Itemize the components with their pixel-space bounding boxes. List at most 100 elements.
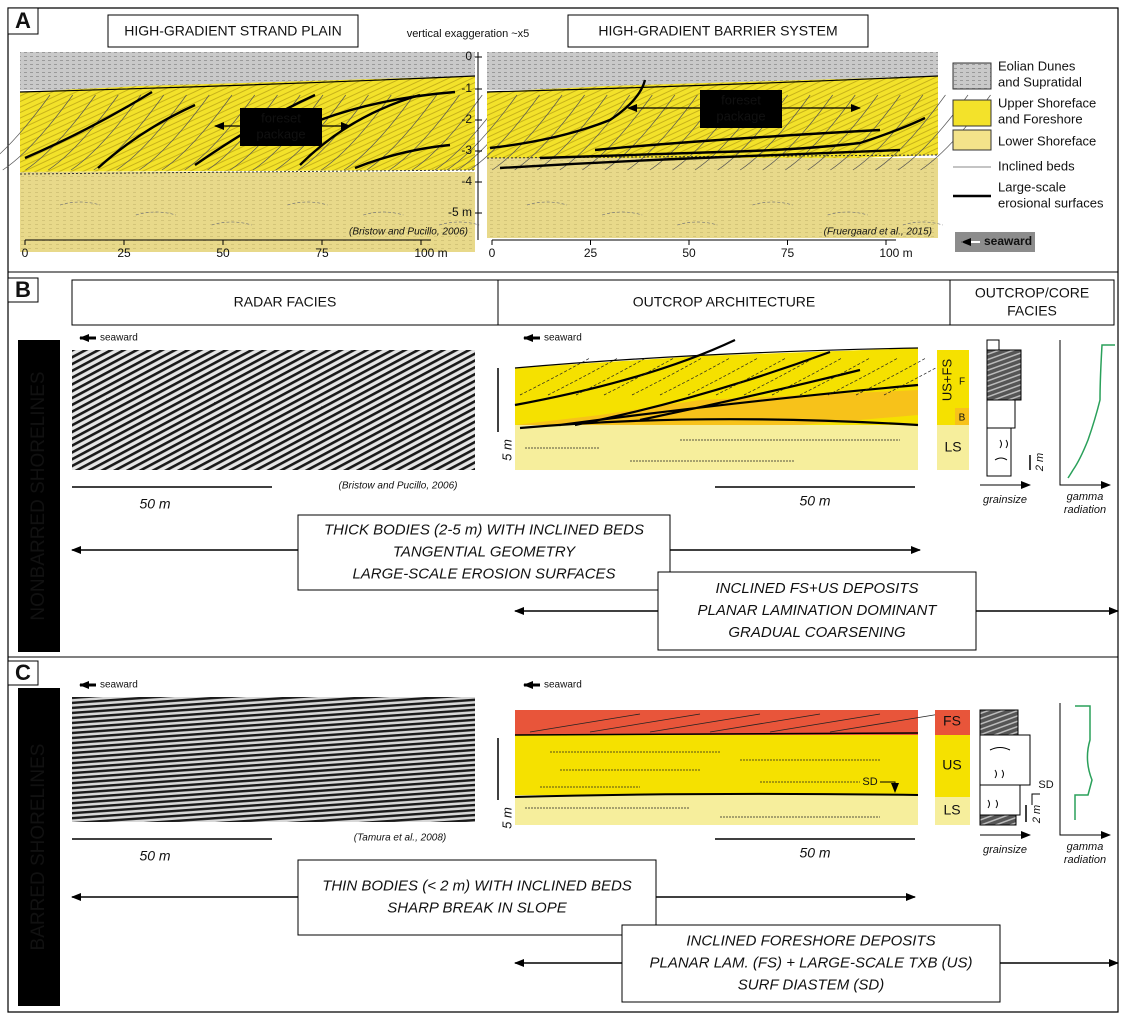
- axis-label: grainsize: [983, 844, 1027, 856]
- facies-label: LS: [944, 439, 961, 455]
- foreset-label: foreset: [261, 110, 301, 125]
- legend-label: Lower Shoreface: [998, 133, 1096, 148]
- x-tick-label: 0: [489, 246, 496, 260]
- legend-label: Large-scale: [998, 179, 1066, 194]
- depth-tick-label: -1: [461, 81, 472, 95]
- summary-text: TANGENTIAL GEOMETRY: [393, 543, 576, 560]
- panel-label: B: [15, 277, 31, 302]
- summary-box: [298, 860, 656, 935]
- legend-label: and Supratidal: [998, 74, 1082, 89]
- side-label: NONBARRED SHORELINES: [28, 371, 49, 620]
- legend-label: erosional surfaces: [998, 195, 1104, 210]
- scale-label: 50 m: [799, 845, 830, 861]
- summary-text: SURF DIASTEM (SD): [738, 976, 884, 993]
- scale-label: 2 m: [1034, 453, 1046, 472]
- core-base: [980, 815, 1016, 825]
- depth-tick-label: -3: [461, 143, 472, 157]
- side-label: BARRED SHORELINES: [28, 744, 49, 951]
- figure: A HIGH-GRADIENT STRAND PLAIN HIGH-GRADIENT…: [0, 0, 1122, 1016]
- lower-shoreface: [515, 425, 918, 470]
- core-upper: [987, 350, 1021, 400]
- gamma-axis: [1060, 340, 1110, 485]
- seaward-label: seaward: [100, 333, 138, 344]
- legend-label: and Foreshore: [998, 111, 1083, 126]
- legend-label: Eolian Dunes: [998, 58, 1076, 73]
- seaward-label: seaward: [984, 234, 1032, 248]
- x-tick-label: 75: [315, 246, 329, 260]
- core-middle: [980, 735, 1030, 785]
- column-header: OUTCROP/CORE: [975, 285, 1089, 301]
- scale-label: 5 m: [499, 439, 514, 461]
- axis-label: grainsize: [983, 494, 1027, 506]
- column-header: FACIES: [1007, 303, 1057, 319]
- x-tick-label: 25: [117, 246, 131, 260]
- foreset-label: foreset: [721, 92, 761, 107]
- citation: (Fruergaard et al., 2015): [824, 227, 932, 238]
- summary-text: LARGE-SCALE EROSION SURFACES: [352, 565, 615, 582]
- facies-label: US+FS: [939, 359, 954, 402]
- depth-tick-label: 0: [465, 49, 472, 63]
- sd-arrow: [1032, 794, 1040, 805]
- legend-swatch: [953, 63, 991, 89]
- depth-tick-label: -2: [461, 112, 472, 126]
- seaward-label: seaward: [544, 680, 582, 691]
- seaward-label: seaward: [100, 680, 138, 691]
- x-tick-label: 25: [584, 246, 598, 260]
- column-header: RADAR FACIES: [234, 294, 337, 310]
- core-upper: [980, 710, 1018, 735]
- citation: (Tamura et al., 2008): [354, 833, 446, 844]
- profile-title: HIGH-GRADIENT STRAND PLAIN: [124, 23, 342, 39]
- citation: (Bristow and Pucillo, 2006): [339, 481, 458, 492]
- upper-shoreface: [515, 735, 918, 795]
- foreset-label: package: [256, 126, 305, 141]
- scale-label: 5 m: [499, 807, 514, 829]
- facies-label: US: [942, 757, 961, 773]
- scale-label: 2 m: [1031, 805, 1043, 824]
- x-tick-label: 100 m: [879, 246, 912, 260]
- core-lower: [987, 428, 1011, 476]
- x-tick-label: 100 m: [414, 246, 447, 260]
- gamma-curve: [1075, 706, 1092, 820]
- legend-swatch: [953, 130, 991, 150]
- axis-label: gamma: [1067, 841, 1104, 853]
- panel-label: A: [15, 8, 31, 33]
- x-tick-label: 0: [22, 246, 29, 260]
- facies-label: F: [959, 377, 965, 388]
- legend-label: Upper Shoreface: [998, 95, 1096, 110]
- summary-text: GRADUAL COARSENING: [728, 624, 906, 641]
- x-tick-label: 75: [781, 246, 795, 260]
- sd-label: SD: [1038, 779, 1053, 791]
- summary-text: INCLINED FORESHORE DEPOSITS: [686, 932, 935, 949]
- core-lower: [980, 785, 1020, 815]
- exaggeration-note: vertical exaggeration ~x5: [407, 28, 530, 40]
- panel-label: C: [15, 660, 31, 685]
- gamma-curve: [1068, 345, 1115, 478]
- facies-label: FS: [943, 713, 961, 729]
- summary-text: SHARP BREAK IN SLOPE: [387, 899, 567, 916]
- radar-image: [72, 350, 475, 470]
- summary-text: INCLINED FS+US DEPOSITS: [716, 580, 919, 597]
- legend-label: Inclined beds: [998, 158, 1075, 173]
- axis-label: radiation: [1064, 854, 1106, 866]
- seaward-label: seaward: [544, 333, 582, 344]
- depth-tick-label: -5 m: [448, 205, 472, 219]
- scale-label: 50 m: [799, 493, 830, 509]
- axis-label: radiation: [1064, 504, 1106, 516]
- legend-swatch: [953, 100, 991, 126]
- gamma-axis: [1060, 703, 1110, 835]
- radar-image: [72, 697, 475, 822]
- foreset-label: package: [716, 108, 765, 123]
- scale-label: 50 m: [139, 496, 170, 512]
- depth-tick-label: -4: [461, 174, 472, 188]
- x-tick-label: 50: [682, 246, 696, 260]
- summary-text: PLANAR LAMINATION DOMINANT: [698, 602, 939, 619]
- facies-label: LS: [943, 802, 960, 818]
- scale-label: 50 m: [139, 848, 170, 864]
- core-cap: [987, 340, 999, 350]
- core-middle: [987, 400, 1015, 428]
- facies-label: B: [959, 413, 966, 424]
- summary-text: PLANAR LAM. (FS) + LARGE-SCALE TXB (US): [650, 954, 973, 971]
- sd-label: SD: [862, 776, 877, 788]
- profile-title: HIGH-GRADIENT BARRIER SYSTEM: [598, 23, 837, 39]
- axis-label: gamma: [1067, 491, 1104, 503]
